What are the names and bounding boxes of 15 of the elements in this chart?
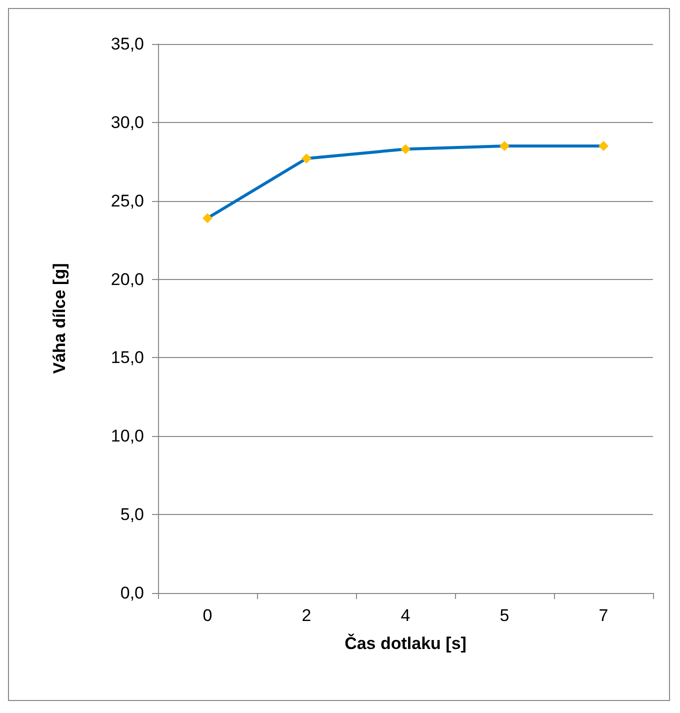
- x-tick-label: 5: [500, 606, 510, 625]
- y-tick-label: 10,0: [110, 426, 144, 446]
- y-axis-title: Váha dílce [g]: [50, 263, 69, 374]
- x-axis-title: Čas dotlaku [s]: [344, 633, 466, 653]
- y-tick-label: 30,0: [110, 112, 144, 132]
- x-tick-label: 0: [202, 606, 212, 625]
- y-tick-label: 35,0: [110, 34, 144, 54]
- x-tick-label: 2: [302, 606, 312, 625]
- x-tick-label: 7: [598, 606, 608, 625]
- y-tick-label: 0,0: [120, 584, 144, 602]
- y-tick-label: 25,0: [110, 191, 144, 210]
- x-tick-label: 4: [400, 606, 410, 625]
- y-tick-label: 15,0: [110, 348, 144, 368]
- y-tick-label: 5,0: [120, 505, 144, 524]
- y-tick-label: 20,0: [110, 270, 144, 289]
